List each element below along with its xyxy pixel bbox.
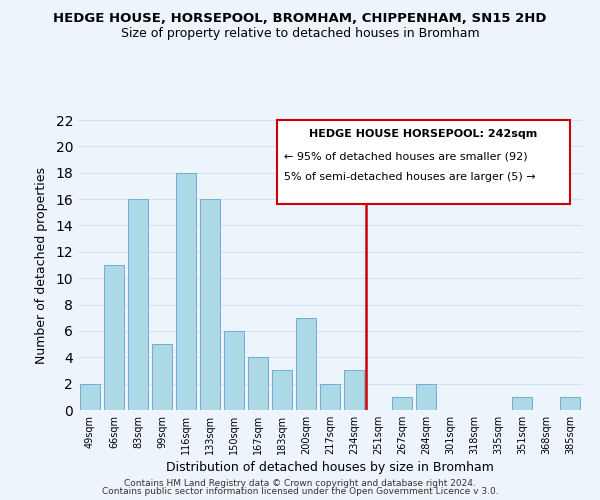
Bar [200, 199, 220, 410]
Bar [512, 397, 532, 410]
Text: HEDGE HOUSE, HORSEPOOL, BROMHAM, CHIPPENHAM, SN15 2HD: HEDGE HOUSE, HORSEPOOL, BROMHAM, CHIPPEN… [53, 12, 547, 26]
Bar [80, 384, 100, 410]
Text: ← 95% of detached houses are smaller (92): ← 95% of detached houses are smaller (92… [284, 152, 528, 162]
Bar [344, 370, 364, 410]
Bar [248, 358, 268, 410]
Text: Contains public sector information licensed under the Open Government Licence v : Contains public sector information licen… [101, 488, 499, 496]
Bar [320, 384, 340, 410]
X-axis label: Distribution of detached houses by size in Bromham: Distribution of detached houses by size … [166, 461, 494, 474]
Bar [152, 344, 172, 410]
Bar [272, 370, 292, 410]
Bar [416, 384, 436, 410]
Text: Size of property relative to detached houses in Bromham: Size of property relative to detached ho… [121, 28, 479, 40]
Bar [560, 397, 580, 410]
Bar [104, 265, 124, 410]
Bar [128, 199, 148, 410]
Bar [392, 397, 412, 410]
Text: Contains HM Land Registry data © Crown copyright and database right 2024.: Contains HM Land Registry data © Crown c… [124, 478, 476, 488]
Text: 5% of semi-detached houses are larger (5) →: 5% of semi-detached houses are larger (5… [284, 172, 536, 182]
Bar [224, 331, 244, 410]
Y-axis label: Number of detached properties: Number of detached properties [35, 166, 49, 364]
Bar [296, 318, 316, 410]
Text: HEDGE HOUSE HORSEPOOL: 242sqm: HEDGE HOUSE HORSEPOOL: 242sqm [309, 129, 538, 139]
Bar [176, 172, 196, 410]
